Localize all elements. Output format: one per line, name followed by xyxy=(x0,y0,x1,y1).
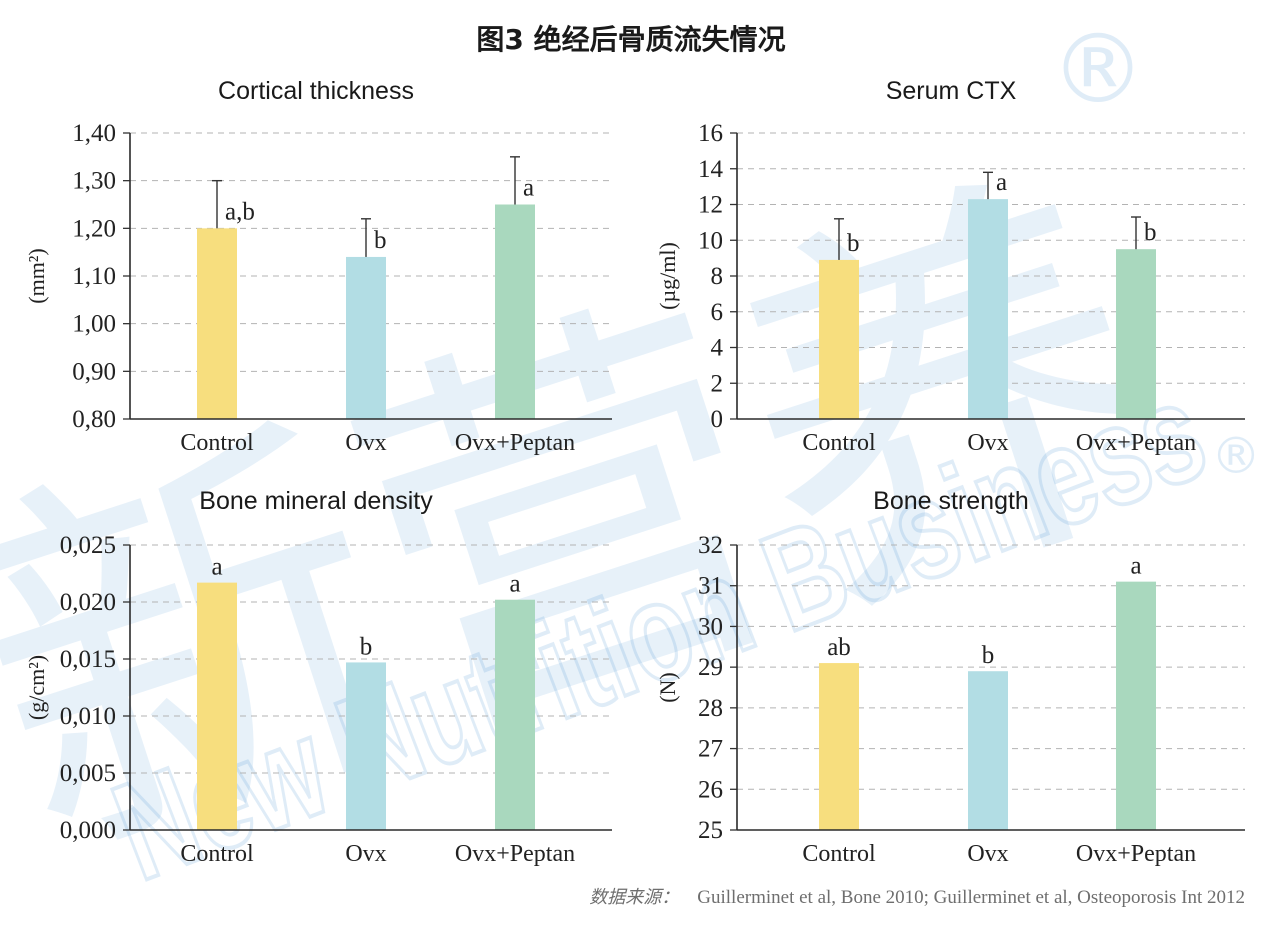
y-tick-label: 0,015 xyxy=(60,646,116,673)
bar-ovx xyxy=(968,671,1008,830)
chart-bone-mineral-density: Bone mineral density (g/cm²) 0,000 0,005 0,0… xyxy=(24,487,612,867)
y-tick-label: 14 xyxy=(698,156,724,183)
bar-ovx xyxy=(346,256,386,419)
x-tick-label: Ovx+Peptan xyxy=(1076,430,1196,456)
significance-label: a xyxy=(1130,553,1141,580)
significance-label: a xyxy=(509,571,520,598)
x-tick-label: Ovx xyxy=(345,430,386,456)
significance-label: b xyxy=(360,633,373,660)
y-tick-label: 1,40 xyxy=(72,120,116,147)
y-tick-label: 1,10 xyxy=(72,263,116,290)
x-tick-label: Control xyxy=(802,841,876,867)
y-tick-label: 0,90 xyxy=(72,358,116,385)
bar-ovx-peptan xyxy=(495,204,535,419)
data-source: 数据来源： Guillerminet et al, Bone 2010; Guil… xyxy=(589,887,1245,908)
y-tick-label: 6 xyxy=(711,299,724,326)
significance-label: a xyxy=(523,175,534,202)
y-tick-label: 26 xyxy=(698,776,723,803)
y-tick-label: 16 xyxy=(698,120,723,147)
bar-ovx-peptan xyxy=(1116,581,1156,830)
y-tick-label: 10 xyxy=(698,227,723,254)
significance-label: a xyxy=(211,554,222,581)
y-axis-label: (µg/ml) xyxy=(655,242,680,310)
y-tick-label: 1,20 xyxy=(72,215,116,242)
significance-label: b xyxy=(982,642,995,669)
y-tick-label: 27 xyxy=(698,736,723,763)
bar-control xyxy=(197,228,237,419)
y-axis-label: (g/cm²) xyxy=(24,655,49,720)
x-tick-label: Ovx+Peptan xyxy=(455,841,575,867)
significance-label: a xyxy=(996,169,1007,196)
bar-ovx-peptan xyxy=(1116,249,1156,419)
significance-label: b xyxy=(847,230,860,257)
y-tick-label: 1,00 xyxy=(72,311,116,338)
chart-cortical-thickness: Cortical thickness (mm²) 0,80 0,90 1,00 1,10 1… xyxy=(24,77,612,456)
x-tick-label: Ovx+Peptan xyxy=(455,430,575,456)
figure-title: 图3 绝经后骨质流失情况 xyxy=(476,23,785,56)
y-tick-label: 25 xyxy=(698,817,723,844)
bar-ovx xyxy=(346,662,386,830)
charts: Cortical thickness (mm²) 0,80 0,90 1,00 1,10 1… xyxy=(24,77,1245,867)
x-tick-label: Control xyxy=(180,430,254,456)
significance-label: a,b xyxy=(225,198,255,225)
significance-label: b xyxy=(1144,219,1157,246)
y-tick-label: 0,010 xyxy=(60,703,116,730)
significance-label: b xyxy=(374,227,387,254)
y-tick-label: 0,020 xyxy=(60,589,116,616)
significance-label: ab xyxy=(827,634,851,661)
bar-control xyxy=(819,663,859,830)
y-tick-label: 12 xyxy=(698,192,723,219)
x-tick-label: Ovx+Peptan xyxy=(1076,841,1196,867)
bar-ovx-peptan xyxy=(495,599,535,830)
x-tick-label: Ovx xyxy=(345,841,386,867)
bar-control xyxy=(819,259,859,419)
y-tick-label: 28 xyxy=(698,695,723,722)
y-tick-label: 0,000 xyxy=(60,817,116,844)
y-tick-label: 8 xyxy=(711,263,724,290)
x-tick-label: Control xyxy=(180,841,254,867)
data-source-label: 数据来源： xyxy=(589,887,679,908)
bar-control xyxy=(197,582,237,830)
x-tick-label: Ovx xyxy=(967,841,1008,867)
chart-serum-ctx: Serum CTX (µg/ml) 0 2 4 6 8 10 12 14 16 b Control a Ov… xyxy=(655,77,1245,456)
x-tick-label: Control xyxy=(802,430,876,456)
chart-title: Bone strength xyxy=(873,487,1029,515)
y-tick-label: 4 xyxy=(711,335,724,362)
chart-title: Bone mineral density xyxy=(199,487,433,515)
y-tick-label: 0,80 xyxy=(72,406,116,433)
y-tick-label: 1,30 xyxy=(72,168,116,195)
y-axis-label: (N) xyxy=(655,672,680,703)
y-tick-label: 0,005 xyxy=(60,760,116,787)
y-tick-label: 32 xyxy=(698,532,723,559)
chart-title: Serum CTX xyxy=(886,77,1017,105)
chart-bone-strength: Bone strength(N)2526272829303132abContro… xyxy=(655,487,1245,867)
y-tick-label: 29 xyxy=(698,654,723,681)
y-tick-label: 30 xyxy=(698,613,723,640)
y-tick-label: 0,025 xyxy=(60,532,116,559)
y-tick-label: 2 xyxy=(711,370,724,397)
x-tick-label: Ovx xyxy=(967,430,1008,456)
chart-title: Cortical thickness xyxy=(218,77,414,105)
y-axis-label: (mm²) xyxy=(24,248,49,303)
y-tick-label: 0 xyxy=(711,406,724,433)
data-source-citation: Guillerminet et al, Bone 2010; Guillermi… xyxy=(697,887,1245,908)
bar-ovx xyxy=(968,199,1008,419)
y-tick-label: 31 xyxy=(698,573,723,600)
